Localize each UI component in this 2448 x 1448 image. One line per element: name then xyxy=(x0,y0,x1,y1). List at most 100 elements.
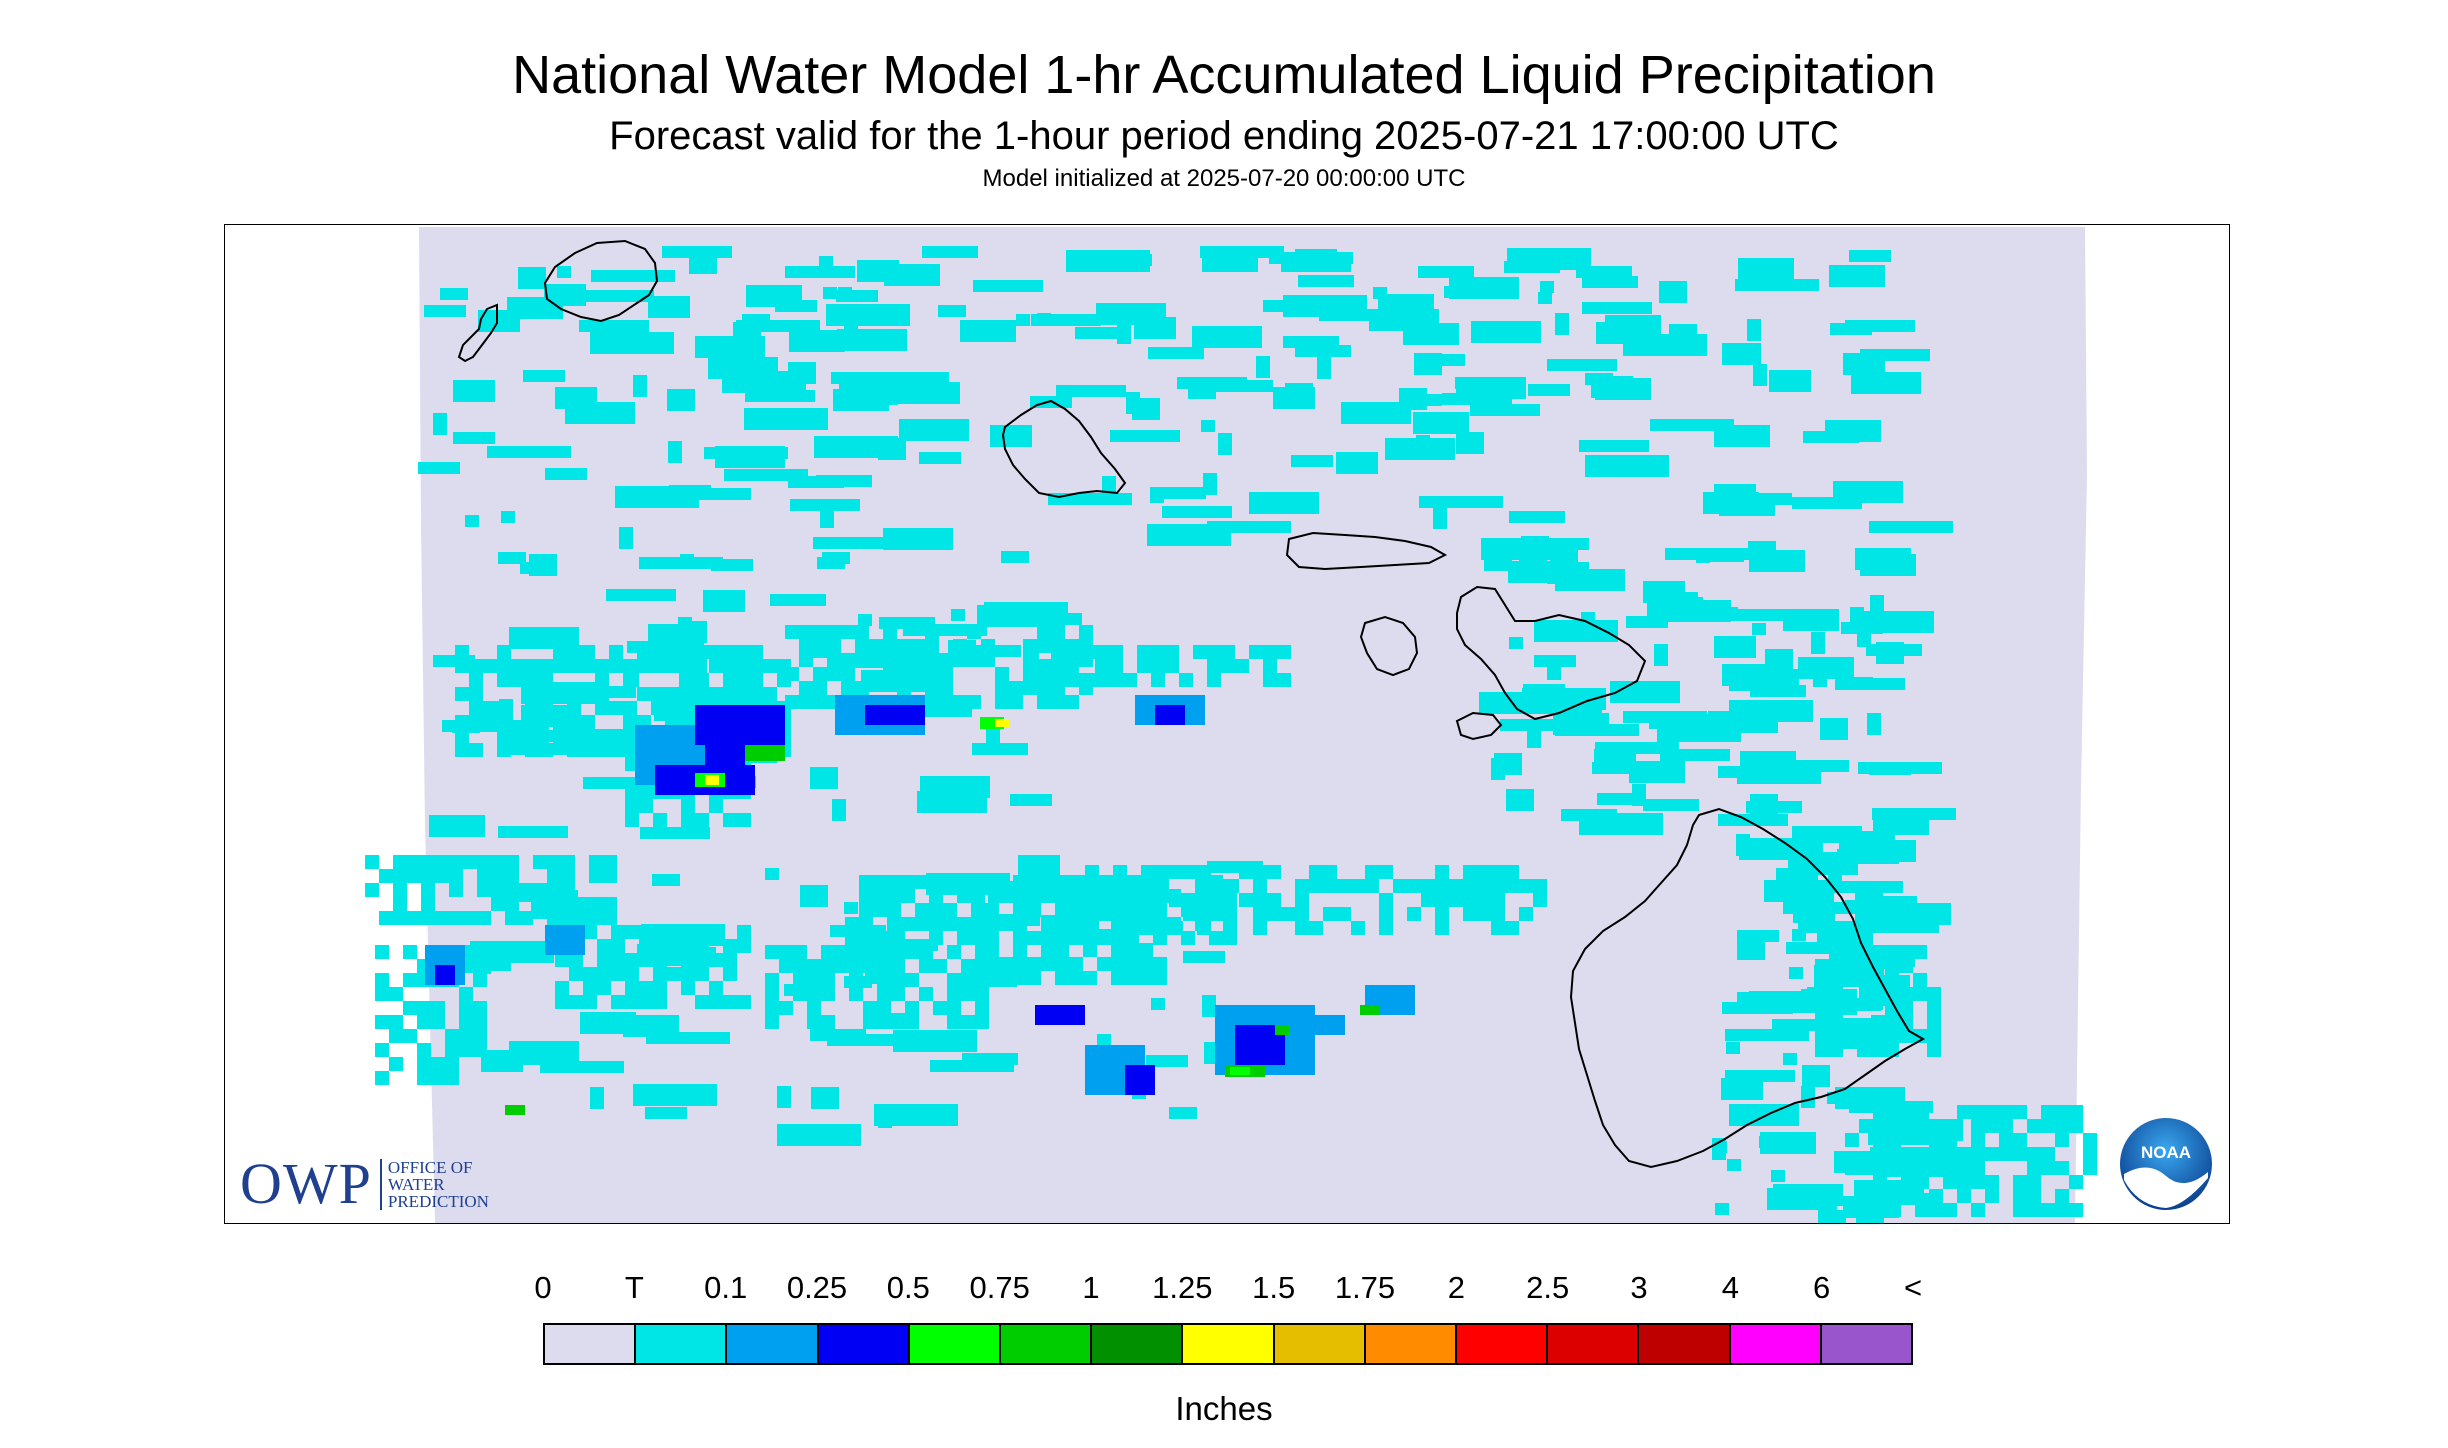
precip-cell xyxy=(2055,1119,2069,1133)
precip-cell xyxy=(473,959,487,973)
precip-cell xyxy=(1547,359,1617,371)
precip-cell xyxy=(877,987,891,1001)
precip-cell xyxy=(1867,713,1881,735)
precip-cell xyxy=(1764,880,1834,902)
precip-cell xyxy=(1407,907,1421,921)
precip-cell xyxy=(1927,1029,1941,1043)
precip-cell xyxy=(1871,1029,1885,1043)
precip-cell xyxy=(1509,511,1565,523)
precip-cell xyxy=(667,925,681,939)
precip-cell xyxy=(1134,317,1176,339)
precip-cell xyxy=(2027,1147,2041,1161)
precip-cell xyxy=(603,897,617,911)
precip-cell xyxy=(1718,814,1788,826)
precip-cell xyxy=(1113,879,1127,893)
precip-cell xyxy=(1759,1136,1773,1148)
precip-cell xyxy=(2069,1175,2083,1189)
precip-cell xyxy=(431,1071,445,1085)
precip-cell xyxy=(695,673,709,687)
precip-cell xyxy=(813,695,827,709)
precip-cell xyxy=(857,260,899,282)
precip-cell xyxy=(897,667,911,681)
precip-cell xyxy=(953,653,967,667)
precip-cell xyxy=(580,1012,636,1034)
precip-cell xyxy=(1239,865,1253,879)
precip-cell xyxy=(873,889,887,903)
precip-cell xyxy=(525,743,539,757)
precip-cell xyxy=(1230,1067,1250,1075)
precip-cell xyxy=(1449,879,1463,893)
precip-cell xyxy=(1055,915,1069,929)
precip-cell xyxy=(777,1086,791,1108)
precip-cell xyxy=(1317,357,1331,379)
precip-cell xyxy=(930,1060,1014,1072)
precip-cell xyxy=(1209,931,1223,945)
precip-cell xyxy=(1915,1175,1929,1189)
precipitation-map[interactable] xyxy=(224,224,2230,1224)
precip-cell xyxy=(606,589,676,601)
precip-cell xyxy=(793,959,807,973)
precip-cell xyxy=(1843,1029,1857,1043)
precip-cell xyxy=(511,729,525,743)
precip-cell xyxy=(583,967,597,981)
precip-cell xyxy=(841,667,855,681)
precip-cell xyxy=(589,869,603,883)
precip-cell xyxy=(967,695,981,709)
precip-cell xyxy=(693,659,707,673)
precip-cell xyxy=(483,715,497,729)
precip-cell xyxy=(653,967,667,981)
precip-cell xyxy=(469,673,483,687)
precip-cell xyxy=(435,869,449,883)
precip-cell xyxy=(1901,1105,1915,1119)
precip-cell xyxy=(1097,875,1111,889)
precip-cell xyxy=(1788,853,1858,875)
precip-cell xyxy=(595,729,609,743)
legend-label: 0.1 xyxy=(704,1270,748,1305)
precip-cell xyxy=(470,941,554,963)
precip-cell xyxy=(822,552,850,564)
precip-cell xyxy=(1435,907,1449,921)
precip-cell xyxy=(653,813,667,827)
precip-cell xyxy=(407,869,421,883)
precip-cell xyxy=(1435,865,1449,879)
precip-cell xyxy=(901,875,915,889)
precip-cell xyxy=(1393,879,1407,893)
precip-cell xyxy=(375,1043,389,1057)
precip-cell xyxy=(1066,250,1150,272)
precip-cell xyxy=(449,855,463,869)
precip-cell xyxy=(417,1001,431,1015)
precip-cell xyxy=(1740,751,1796,773)
precip-cell xyxy=(947,987,961,1001)
precip-cell xyxy=(639,925,653,939)
precip-cell xyxy=(518,1043,560,1065)
precip-cell xyxy=(925,639,939,653)
precip-cell xyxy=(775,300,817,312)
precip-cell xyxy=(581,715,595,729)
precip-cell xyxy=(1169,865,1183,879)
precip-cell xyxy=(2069,1119,2083,1133)
precip-cell xyxy=(807,1015,821,1029)
precip-cell xyxy=(873,875,887,889)
legend-swatch xyxy=(1274,1325,1366,1363)
precip-cell xyxy=(922,246,978,258)
owp-line-1: OFFICE OF xyxy=(387,1157,473,1177)
precip-cell xyxy=(765,973,779,987)
precip-cell xyxy=(901,917,915,931)
precip-cell xyxy=(1873,1133,1887,1147)
precip-cell xyxy=(891,959,905,973)
precip-cell xyxy=(929,889,943,903)
precip-cell xyxy=(1929,1147,1943,1161)
precip-cell xyxy=(855,681,869,695)
precip-cell xyxy=(679,687,693,701)
precip-cell xyxy=(365,883,379,897)
precip-cell xyxy=(581,743,595,757)
precip-cell xyxy=(1927,1043,1941,1057)
precip-cell xyxy=(389,1015,403,1029)
legend-label: < xyxy=(1903,1270,1923,1305)
precip-cell xyxy=(887,931,901,945)
precip-cell xyxy=(469,659,483,673)
precip-cell xyxy=(1097,929,1111,943)
precip-cell xyxy=(505,855,519,869)
precip-cell xyxy=(947,945,961,959)
precip-cell xyxy=(497,645,511,659)
